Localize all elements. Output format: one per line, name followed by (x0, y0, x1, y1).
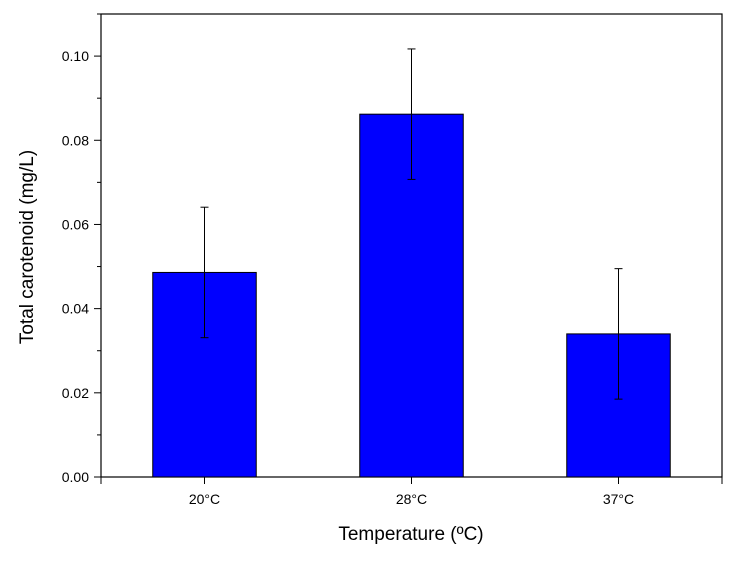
y-tick-label: 0.04 (62, 301, 89, 317)
y-tick-label: 0.10 (62, 48, 89, 64)
x-tick-label: 28°C (396, 491, 427, 507)
y-axis-title: Total carotenoid (mg/L) (17, 150, 38, 344)
y-axis-ticks-group: 0.00 0.02 0.04 0.06 0.08 0.10 (62, 13, 101, 485)
y-tick-label: 0.06 (62, 216, 89, 232)
y-tick-label: 0.00 (62, 469, 89, 485)
x-axis-title: Temperature (ºC) (338, 524, 483, 545)
x-tick-label: 37°C (603, 491, 634, 507)
y-tick-label: 0.02 (62, 385, 89, 401)
error-bars-group (200, 48, 623, 400)
x-tick-label: 20°C (189, 491, 220, 507)
x-axis-ticks-group: 20°C 28°C 37°C (100, 477, 723, 507)
y-tick-label: 0.08 (62, 132, 89, 148)
